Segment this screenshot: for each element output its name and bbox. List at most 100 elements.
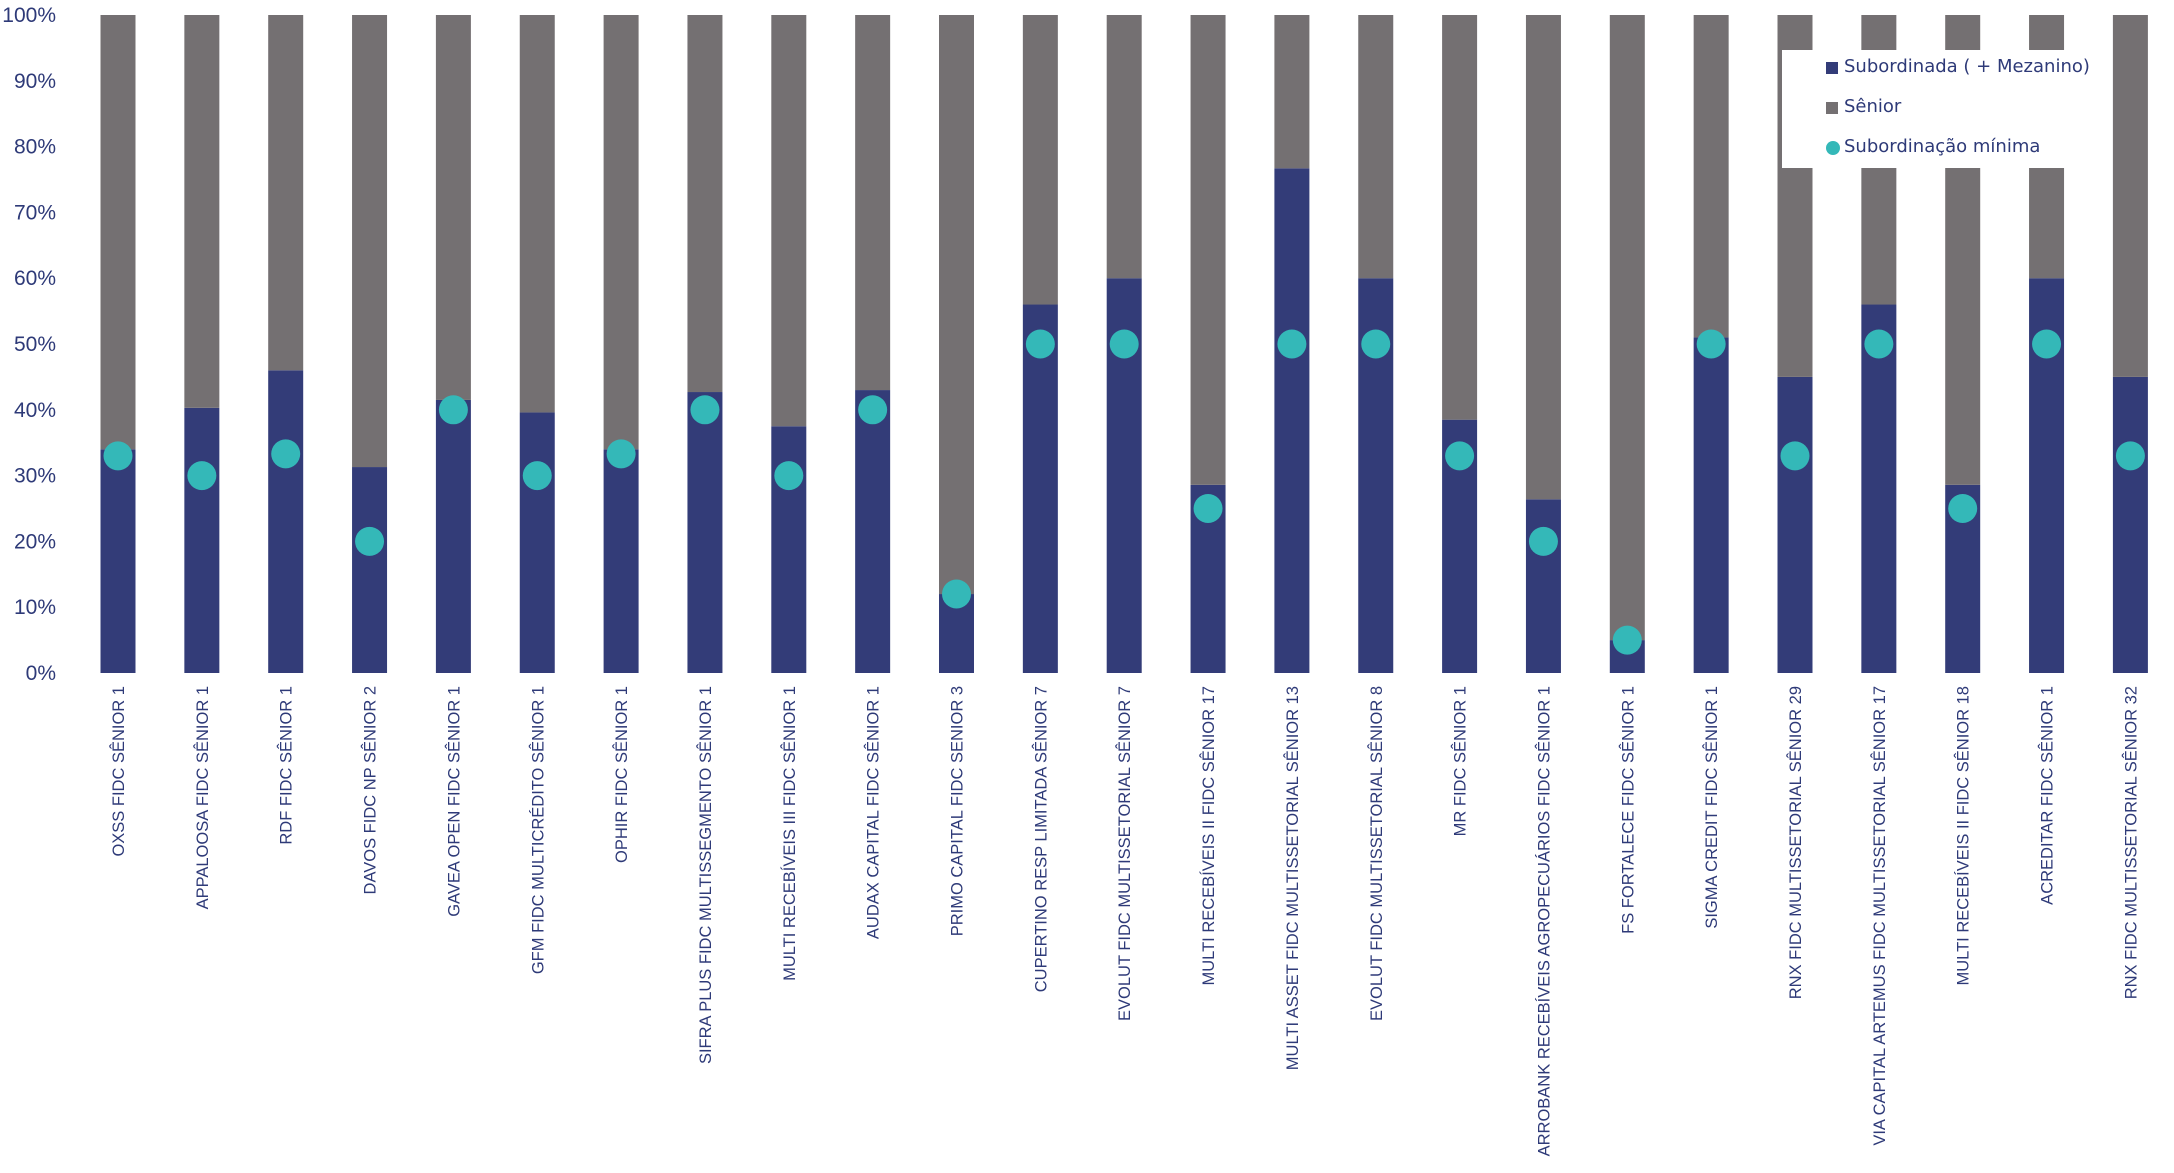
y-tick-label: 40%	[14, 399, 56, 422]
markers	[103, 329, 2145, 655]
bar-subordinada	[687, 392, 723, 673]
bar-senior	[184, 15, 220, 408]
marker-subordinacao-minima	[271, 439, 301, 469]
bar-subordinada	[855, 390, 891, 673]
x-category-label: MR FIDC SÊNIOR 1	[1451, 686, 1470, 836]
x-category-label: MULTI RECEBÍVEIS III FIDC SÊNIOR 1	[780, 686, 799, 981]
marker-subordinacao-minima	[858, 395, 888, 425]
x-category-label: SIFRA PLUS FIDC MULTISSEGMENTO SÊNIOR 1	[696, 686, 715, 1064]
x-category-label: FS FORTALECE FIDC SÊNIOR 1	[1618, 686, 1637, 934]
bar-subordinada	[2112, 376, 2148, 673]
y-tick-label: 70%	[14, 201, 56, 224]
legend-swatch-subordinada	[1826, 62, 1838, 74]
bar-senior	[687, 15, 723, 393]
bar-senior	[1693, 15, 1729, 338]
y-tick-label: 10%	[14, 596, 56, 619]
marker-subordinacao-minima	[690, 395, 720, 425]
bar-senior	[603, 15, 639, 450]
marker-subordinacao-minima	[1948, 494, 1978, 523]
bar-senior	[1190, 15, 1226, 485]
marker-subordinacao-minima	[2032, 329, 2062, 359]
marker-subordinacao-minima	[2115, 441, 2145, 471]
marker-subordinacao-minima	[606, 439, 636, 469]
y-tick-label: 90%	[14, 70, 56, 93]
bar-subordinada	[1274, 168, 1310, 673]
marker-subordinacao-minima	[1109, 329, 1139, 359]
marker-subordinacao-minima	[1445, 441, 1475, 471]
bar-senior	[855, 15, 891, 391]
x-category-label: MULTI RECEBÍVEIS II FIDC SÊNIOR 17	[1199, 686, 1218, 986]
x-category-label: DAVOS FIDC NP SÊNIOR 2	[361, 686, 380, 894]
y-tick-label: 0%	[26, 662, 56, 685]
marker-subordinacao-minima	[1864, 329, 1894, 359]
x-category-label: SIGMA CREDIT FIDC SÊNIOR 1	[1702, 686, 1721, 929]
marker-subordinacao-minima	[355, 526, 385, 556]
y-tick-label: 30%	[14, 465, 56, 488]
bar-subordinada	[352, 467, 388, 673]
bar-subordinada	[435, 399, 471, 673]
y-tick-label: 100%	[2, 4, 56, 27]
y-tick-label: 60%	[14, 267, 56, 290]
x-category-label: RNX FIDC MULTISSETORIAL SÊNIOR 29	[1786, 686, 1805, 999]
x-category-label: ARROBANK RECEBÍVEIS AGROPECUÁRIOS FIDC S…	[1534, 686, 1553, 1156]
bar-senior	[268, 15, 304, 371]
legend-label-subordinacao-minima: Subordinação mínima	[1844, 136, 2041, 157]
x-category-label: VIA CAPITAL ARTEMUS FIDC MULTISSETORIAL …	[1870, 686, 1889, 1146]
bar-senior	[435, 15, 471, 400]
bar-senior	[1609, 15, 1645, 641]
bar-subordinada	[1525, 499, 1561, 673]
bar-subordinada	[1777, 376, 1813, 673]
legend-marker-subordinacao-minima	[1826, 141, 1840, 155]
marker-subordinacao-minima	[774, 461, 804, 491]
bar-subordinada	[1693, 337, 1729, 673]
bar-senior	[1022, 15, 1058, 305]
bar-senior	[2112, 15, 2148, 377]
bar-senior	[352, 15, 388, 468]
legend-swatch-senior	[1826, 102, 1838, 114]
x-category-label: CUPERTINO RESP LIMITADA SÊNIOR 7	[1031, 686, 1050, 992]
legend-label-senior: Sênior	[1844, 96, 1902, 117]
x-category-label: RDF FIDC SÊNIOR 1	[277, 686, 296, 845]
x-category-label: GAVEA OPEN FIDC SÊNIOR 1	[444, 686, 463, 917]
x-axis: OXSS FIDC SÊNIOR 1 APPALOOSA FIDC SÊNIOR …	[109, 686, 2140, 1156]
marker-subordinacao-minima	[1025, 329, 1055, 359]
x-category-label: OXSS FIDC SÊNIOR 1	[109, 686, 128, 857]
x-category-label: EVOLUT FIDC MULTISSETORIAL SÊNIOR 7	[1115, 686, 1134, 1021]
x-category-label: ACREDITAR FIDC SÊNIOR 1	[2038, 686, 2057, 905]
legend-label-subordinada: Subordinada ( + Mezanino)	[1844, 56, 2090, 77]
bar-subordinada	[268, 370, 304, 673]
x-category-label: RNX FIDC MULTISSETORIAL SÊNIOR 32	[2121, 686, 2140, 999]
bar-senior	[519, 15, 555, 413]
x-category-label: MULTI RECEBÍVEIS II FIDC SÊNIOR 18	[1954, 686, 1973, 986]
bar-subordinada	[519, 412, 555, 673]
bar-subordinada	[603, 449, 639, 673]
bar-subordinada	[1861, 304, 1897, 673]
y-axis: 0% 10% 20% 30% 40% 50% 60% 70% 80% 90% 100%	[2, 4, 56, 685]
bar-senior	[771, 15, 807, 427]
x-category-label: EVOLUT FIDC MULTISSETORIAL SÊNIOR 8	[1367, 686, 1386, 1021]
marker-subordinacao-minima	[1193, 494, 1223, 523]
y-tick-label: 50%	[14, 333, 56, 356]
marker-subordinacao-minima	[1361, 329, 1391, 359]
marker-subordinacao-minima	[1612, 625, 1642, 655]
bar-senior	[939, 15, 974, 595]
bar-senior	[1358, 15, 1394, 279]
y-tick-label: 20%	[14, 530, 56, 553]
x-category-label: PRIMO CAPITAL FIDC SENIOR 3	[949, 686, 967, 936]
bar-senior	[1525, 15, 1561, 500]
bar-senior	[100, 15, 136, 450]
bar-senior	[1274, 15, 1310, 169]
marker-subordinacao-minima	[942, 579, 971, 609]
bar-senior	[1106, 15, 1142, 279]
marker-subordinacao-minima	[522, 461, 552, 491]
x-category-label: AUDAX CAPITAL FIDC SÊNIOR 1	[864, 686, 883, 939]
x-category-label: GFM FIDC MULTICRÉDITO SÊNIOR 1	[528, 686, 547, 974]
y-tick-label: 80%	[14, 136, 56, 159]
bar-senior	[1442, 15, 1478, 420]
marker-subordinacao-minima	[438, 395, 468, 425]
bar-subordinada	[184, 407, 220, 673]
x-category-label: APPALOOSA FIDC SÊNIOR 1	[193, 686, 212, 909]
marker-subordinacao-minima	[103, 441, 133, 471]
